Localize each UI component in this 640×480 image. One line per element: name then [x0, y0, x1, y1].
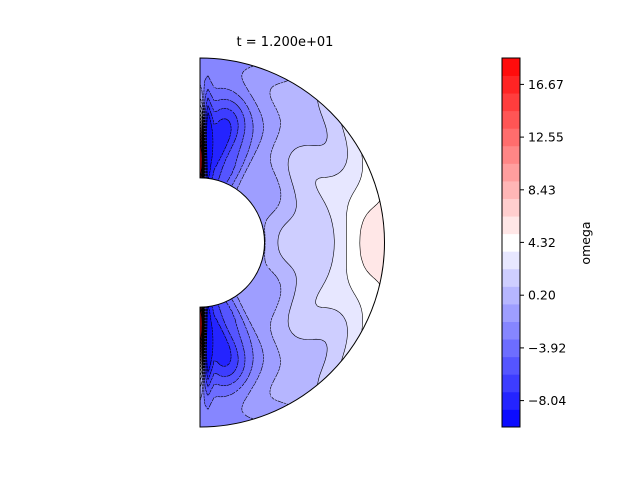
chart-title: t = 1.200e+01: [237, 35, 334, 50]
colorbar-band: [502, 339, 520, 358]
colorbar-band: [502, 233, 520, 252]
colorbar-band: [502, 286, 520, 305]
annulus-outline: [199, 57, 385, 428]
colorbar-tick-label: 16.67: [528, 77, 564, 92]
colorbar-label: omega: [578, 221, 593, 264]
colorbar-tick-label: 8.43: [528, 182, 556, 197]
colorbar-tick-label: −3.92: [528, 340, 566, 355]
colorbar-tick-label: 4.32: [528, 235, 556, 250]
colorbar-tick-label: 0.20: [528, 288, 556, 303]
colorbar-tick-label: −8.04: [528, 393, 566, 408]
colorbar-band: [502, 374, 520, 393]
colorbar-tick-label: 12.55: [528, 130, 564, 145]
colorbar-band: [502, 58, 520, 76]
colorbar-band: [502, 356, 520, 375]
colorbar-band: [502, 145, 520, 164]
colorbar-band: [502, 251, 520, 270]
colorbar-band: [502, 304, 520, 322]
colorbar-band: [502, 110, 520, 129]
colorbar-band: [502, 93, 520, 112]
colorbar: −8.04 −3.92 0.20 4.32 8.43 12.55 16.67 omega: [501, 57, 593, 428]
colorbar-band: [502, 128, 520, 147]
colorbar-band: [502, 321, 520, 340]
colorbar-band: [502, 163, 520, 182]
colorbar-band: [502, 409, 520, 428]
colorbar-band: [502, 181, 520, 199]
colorbar-band: [502, 75, 520, 94]
colorbar-band: [502, 391, 520, 410]
contour-line: [206, 112, 214, 373]
colorbar-band: [502, 198, 520, 217]
colorbar-band: [502, 216, 520, 235]
colorbar-band: [502, 268, 520, 287]
